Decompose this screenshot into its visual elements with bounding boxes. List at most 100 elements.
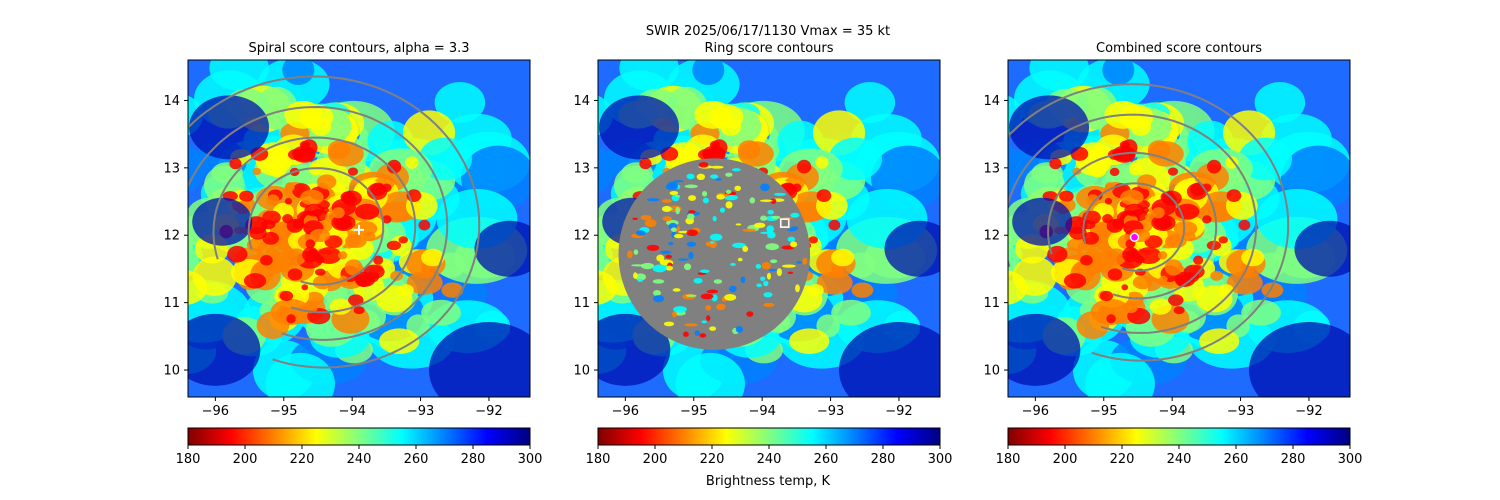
cloud-blob xyxy=(421,299,461,326)
ring-score-speckle xyxy=(710,165,724,169)
clear-sky-region xyxy=(1248,322,1350,397)
colorbar-tick-label: 280 xyxy=(461,452,486,467)
cloud-blob xyxy=(828,219,841,231)
ring-score-speckle xyxy=(673,233,684,239)
cloud-blob xyxy=(1238,219,1251,231)
cloud-blob xyxy=(284,197,293,205)
cloud-blob xyxy=(300,189,324,206)
clear-sky-region xyxy=(428,322,530,397)
ring-score-speckle xyxy=(760,276,766,281)
colorbar-label: Brightness temp, K xyxy=(706,474,831,489)
ring-score-speckle xyxy=(665,254,672,259)
ring-score-speckle xyxy=(670,227,677,232)
cloud-blob xyxy=(1072,261,1098,278)
colorbar-tick-label: 220 xyxy=(700,452,725,467)
cloud-blob xyxy=(188,233,200,277)
ring-score-speckle xyxy=(683,263,692,271)
ring-score-speckle xyxy=(709,326,717,331)
y-tick-label: 11 xyxy=(983,296,1000,311)
y-tick-label: 13 xyxy=(573,161,590,176)
ring-score-speckle xyxy=(633,272,638,279)
ring-score-speckle xyxy=(712,215,717,222)
ring-score-speckle xyxy=(702,197,709,204)
cloud-blob xyxy=(1202,215,1212,224)
cloud-blob xyxy=(270,298,311,325)
x-tick-label: −96 xyxy=(1022,404,1049,419)
cloud-blob xyxy=(304,203,325,217)
colorbar xyxy=(1007,427,1351,446)
cloud-blob xyxy=(711,139,728,156)
ring-score-speckle xyxy=(633,249,639,255)
panel-title: Spiral score contours, alpha = 3.3 xyxy=(248,41,469,56)
cloud-blob xyxy=(275,223,289,233)
cloud-blob xyxy=(1173,306,1185,315)
cloud-blob xyxy=(1136,247,1162,265)
cloud-blob xyxy=(692,60,725,85)
cloud-blob xyxy=(312,275,333,290)
cloud-blob xyxy=(262,210,281,225)
ring-score-speckle xyxy=(768,268,777,272)
cloud-blob xyxy=(720,117,742,137)
clear-sky-region xyxy=(1294,220,1350,277)
ring-score-speckle xyxy=(673,306,687,313)
colorbar-tick-label: 280 xyxy=(1281,452,1306,467)
cloud-blob xyxy=(1125,239,1136,249)
x-tick-label: −93 xyxy=(817,404,844,419)
cloud-blob xyxy=(1106,314,1116,324)
ring-score-speckle xyxy=(765,243,779,251)
clear-sky-region xyxy=(598,313,671,386)
cloud-blob xyxy=(252,261,278,278)
cloud-blob xyxy=(545,242,580,274)
ring-score-speckle xyxy=(716,303,726,311)
colorbar-tick-label: 220 xyxy=(290,452,315,467)
ring-score-speckle xyxy=(662,216,673,222)
x-tick-label: −94 xyxy=(748,404,775,419)
ring-score-speckle xyxy=(787,236,796,242)
cloud-blob xyxy=(1104,182,1115,192)
ring-score-speckle xyxy=(686,241,697,247)
cloud-blob xyxy=(1199,328,1240,355)
ring-score-speckle xyxy=(705,305,712,311)
ring-score-speckle xyxy=(665,183,678,191)
ring-score-speckle xyxy=(742,228,756,232)
cloud-blob xyxy=(1193,255,1204,265)
ring-score-speckle xyxy=(771,215,781,219)
cloud-blob xyxy=(386,159,402,174)
ring-score-speckle xyxy=(749,197,756,204)
cloud-blob xyxy=(286,248,306,266)
ring-score-speckle xyxy=(661,205,672,212)
cloud-blob xyxy=(317,174,337,190)
cloud-blob xyxy=(639,157,652,170)
cloud-blob xyxy=(135,242,170,274)
cloud-blob xyxy=(262,231,279,245)
axes-frame xyxy=(187,59,531,398)
colorbar-tick-label: 240 xyxy=(757,452,782,467)
cloud-blob xyxy=(1047,245,1068,263)
cloud-blob xyxy=(1102,60,1135,85)
cloud-blob xyxy=(1123,302,1138,314)
colorbar-tick-label: 200 xyxy=(233,452,258,467)
x-tick-label: −94 xyxy=(338,404,365,419)
ring-score-speckle xyxy=(753,222,766,228)
cloud-blob xyxy=(1086,194,1100,207)
cloud-blob xyxy=(1151,207,1165,219)
ring-score-speckle xyxy=(660,250,672,254)
ring-score-speckle xyxy=(653,295,665,303)
ring-score-speckle xyxy=(684,323,698,327)
ring-score-speckle xyxy=(725,172,733,177)
cloud-blob xyxy=(1066,238,1088,252)
ring-score-speckle xyxy=(696,173,706,181)
colorbar-tick-label: 260 xyxy=(814,452,839,467)
cloud-blob xyxy=(1210,270,1224,281)
y-tick-label: 11 xyxy=(163,296,180,311)
ring-score-speckle xyxy=(675,206,680,215)
cloud-blob xyxy=(851,282,874,298)
cloud-blob xyxy=(1183,231,1196,242)
score-contour xyxy=(1008,113,1258,334)
ring-score-speckle xyxy=(773,192,787,196)
cloud-blob xyxy=(1124,203,1145,217)
cloud-blob xyxy=(946,194,985,225)
cloud-blob xyxy=(1049,157,1062,170)
ring-score-speckle xyxy=(634,273,647,281)
